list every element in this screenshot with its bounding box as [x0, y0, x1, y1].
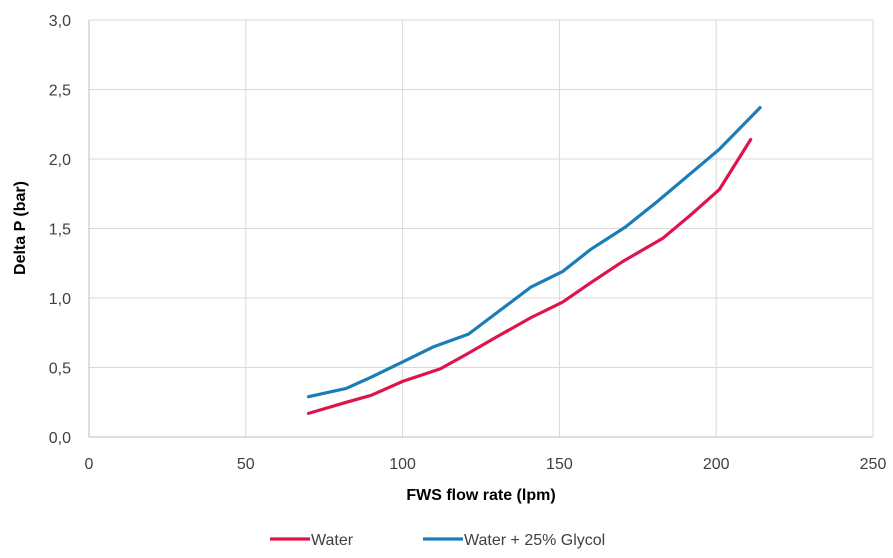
x-tick-label: 150: [546, 456, 573, 473]
plot-area: [88, 20, 873, 438]
series-line-water: [306, 137, 753, 415]
legend-label: Water + 25% Glycol: [464, 532, 605, 549]
x-axis-ticks: 0 50 100 150 200 250: [85, 456, 887, 473]
x-tick-label: 50: [237, 456, 255, 473]
y-axis-ticks: 0,0 0,5 1,0 1,5 2,0 2,5 3,0: [49, 13, 71, 447]
legend: Water Water + 25% Glycol: [270, 532, 605, 549]
legend-item: Water + 25% Glycol: [423, 532, 605, 549]
legend-item: Water: [270, 532, 354, 549]
y-tick-label: 2,0: [49, 152, 71, 169]
series-layer: [306, 105, 762, 415]
series-line-water-glycol: [306, 105, 762, 399]
y-tick-label: 1,0: [49, 291, 71, 308]
grid-lines: [88, 19, 874, 438]
y-tick-label: 1,5: [49, 222, 71, 239]
x-tick-label: 200: [703, 456, 730, 473]
y-tick-label: 0,0: [49, 430, 71, 447]
y-tick-label: 2,5: [49, 83, 71, 100]
y-tick-label: 3,0: [49, 13, 71, 30]
x-tick-label: 0: [85, 456, 94, 473]
y-axis-title: Delta P (bar): [12, 181, 29, 275]
x-tick-label: 250: [860, 456, 887, 473]
x-tick-label: 100: [389, 456, 416, 473]
x-axis-title: FWS flow rate (lpm): [406, 487, 555, 504]
legend-label: Water: [311, 532, 354, 549]
y-tick-label: 0,5: [49, 361, 71, 378]
